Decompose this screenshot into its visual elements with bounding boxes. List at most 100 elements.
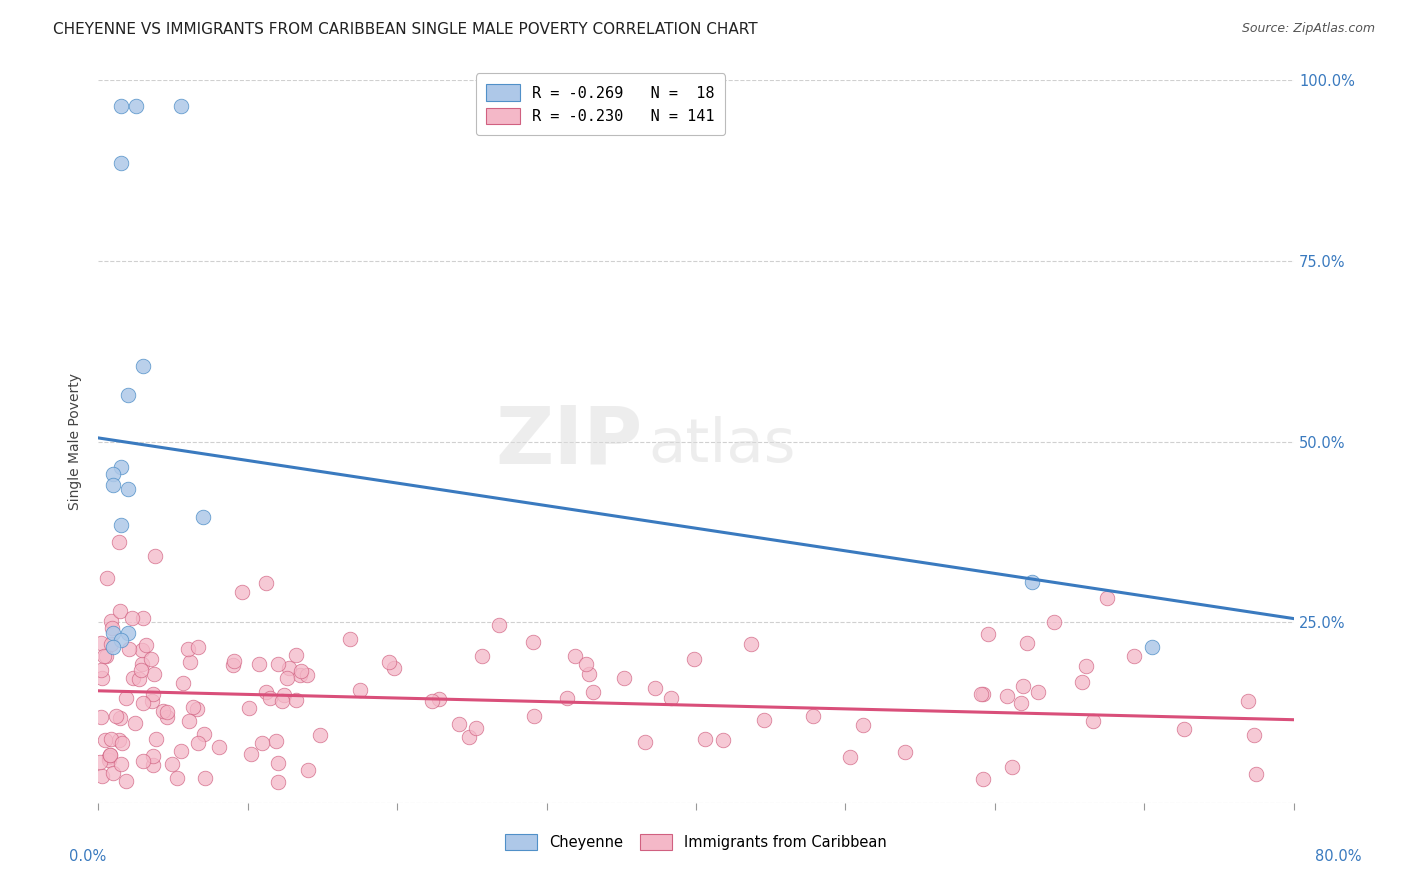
Point [1123, 649, 1146, 664]
Point [1095, 591, 1118, 605]
Point [117, 626, 139, 640]
Point [105, 708, 128, 723]
Point [1074, 658, 1097, 673]
Point [118, 642, 141, 657]
Point [89, 635, 111, 649]
Text: atlas: atlas [648, 416, 796, 475]
Point [169, 98, 191, 112]
Point [659, 691, 682, 706]
Point [128, 672, 150, 686]
Point [488, 618, 510, 632]
Point [108, 711, 131, 725]
Point [121, 611, 143, 625]
Point [239, 747, 262, 762]
Point [100, 748, 122, 763]
Point [582, 684, 605, 698]
Point [247, 657, 270, 671]
Point [995, 689, 1018, 703]
Point [132, 754, 155, 768]
Point [108, 732, 131, 747]
Point [285, 648, 308, 663]
Point [131, 643, 153, 657]
Point [238, 700, 260, 714]
Point [96, 649, 118, 664]
Point [132, 359, 155, 373]
Point [142, 687, 165, 701]
Point [129, 663, 152, 677]
Point [139, 652, 162, 666]
Point [458, 730, 481, 744]
Point [145, 732, 167, 747]
Point [557, 690, 579, 705]
Point [1070, 675, 1092, 690]
Point [309, 728, 332, 742]
Point [110, 459, 132, 474]
Point [634, 735, 657, 749]
Point [125, 98, 148, 112]
Point [142, 749, 165, 764]
Point [103, 640, 125, 655]
Point [122, 671, 145, 685]
Point [471, 648, 494, 663]
Point [339, 632, 361, 647]
Point [187, 640, 209, 654]
Point [176, 641, 198, 656]
Point [89, 755, 111, 769]
Point [578, 667, 600, 681]
Point [93, 733, 115, 747]
Text: CHEYENNE VS IMMIGRANTS FROM CARIBBEAN SINGLE MALE POVERTY CORRELATION CHART: CHEYENNE VS IMMIGRANTS FROM CARIBBEAN SI… [53, 22, 758, 37]
Point [101, 765, 124, 780]
Point [1010, 697, 1032, 711]
Point [193, 727, 215, 741]
Point [449, 717, 471, 731]
Point [131, 657, 153, 671]
Point [110, 633, 132, 648]
Point [207, 739, 229, 754]
Point [1243, 728, 1265, 742]
Point [179, 655, 201, 669]
Point [187, 736, 209, 750]
Point [231, 584, 253, 599]
Point [152, 704, 174, 718]
Point [972, 687, 994, 701]
Point [970, 688, 993, 702]
Point [98, 747, 121, 762]
Point [1026, 684, 1049, 698]
Point [166, 771, 188, 785]
Point [1173, 722, 1195, 736]
Point [977, 627, 1000, 641]
Point [852, 718, 875, 732]
Point [114, 691, 136, 706]
Point [295, 668, 318, 682]
Point [110, 156, 132, 170]
Point [156, 710, 179, 724]
Point [288, 667, 311, 681]
Point [132, 611, 155, 625]
Point [284, 693, 307, 707]
Point [142, 757, 165, 772]
Point [1021, 575, 1043, 590]
Point [464, 721, 486, 735]
Point [273, 689, 295, 703]
Point [222, 654, 245, 668]
Point [972, 772, 994, 787]
Point [97, 753, 120, 767]
Point [1001, 760, 1024, 774]
Point [713, 733, 735, 747]
Point [801, 709, 824, 723]
Point [100, 621, 122, 635]
Point [181, 700, 204, 714]
Point [1140, 640, 1163, 655]
Point [1237, 694, 1260, 708]
Point [108, 604, 131, 618]
Point [110, 517, 132, 532]
Point [682, 652, 704, 666]
Point [1081, 714, 1104, 728]
Point [740, 637, 762, 651]
Point [186, 701, 208, 715]
Point [1244, 767, 1267, 781]
Point [96, 571, 118, 585]
Point [420, 693, 443, 707]
Text: ZIP: ZIP [495, 402, 643, 481]
Point [349, 683, 371, 698]
